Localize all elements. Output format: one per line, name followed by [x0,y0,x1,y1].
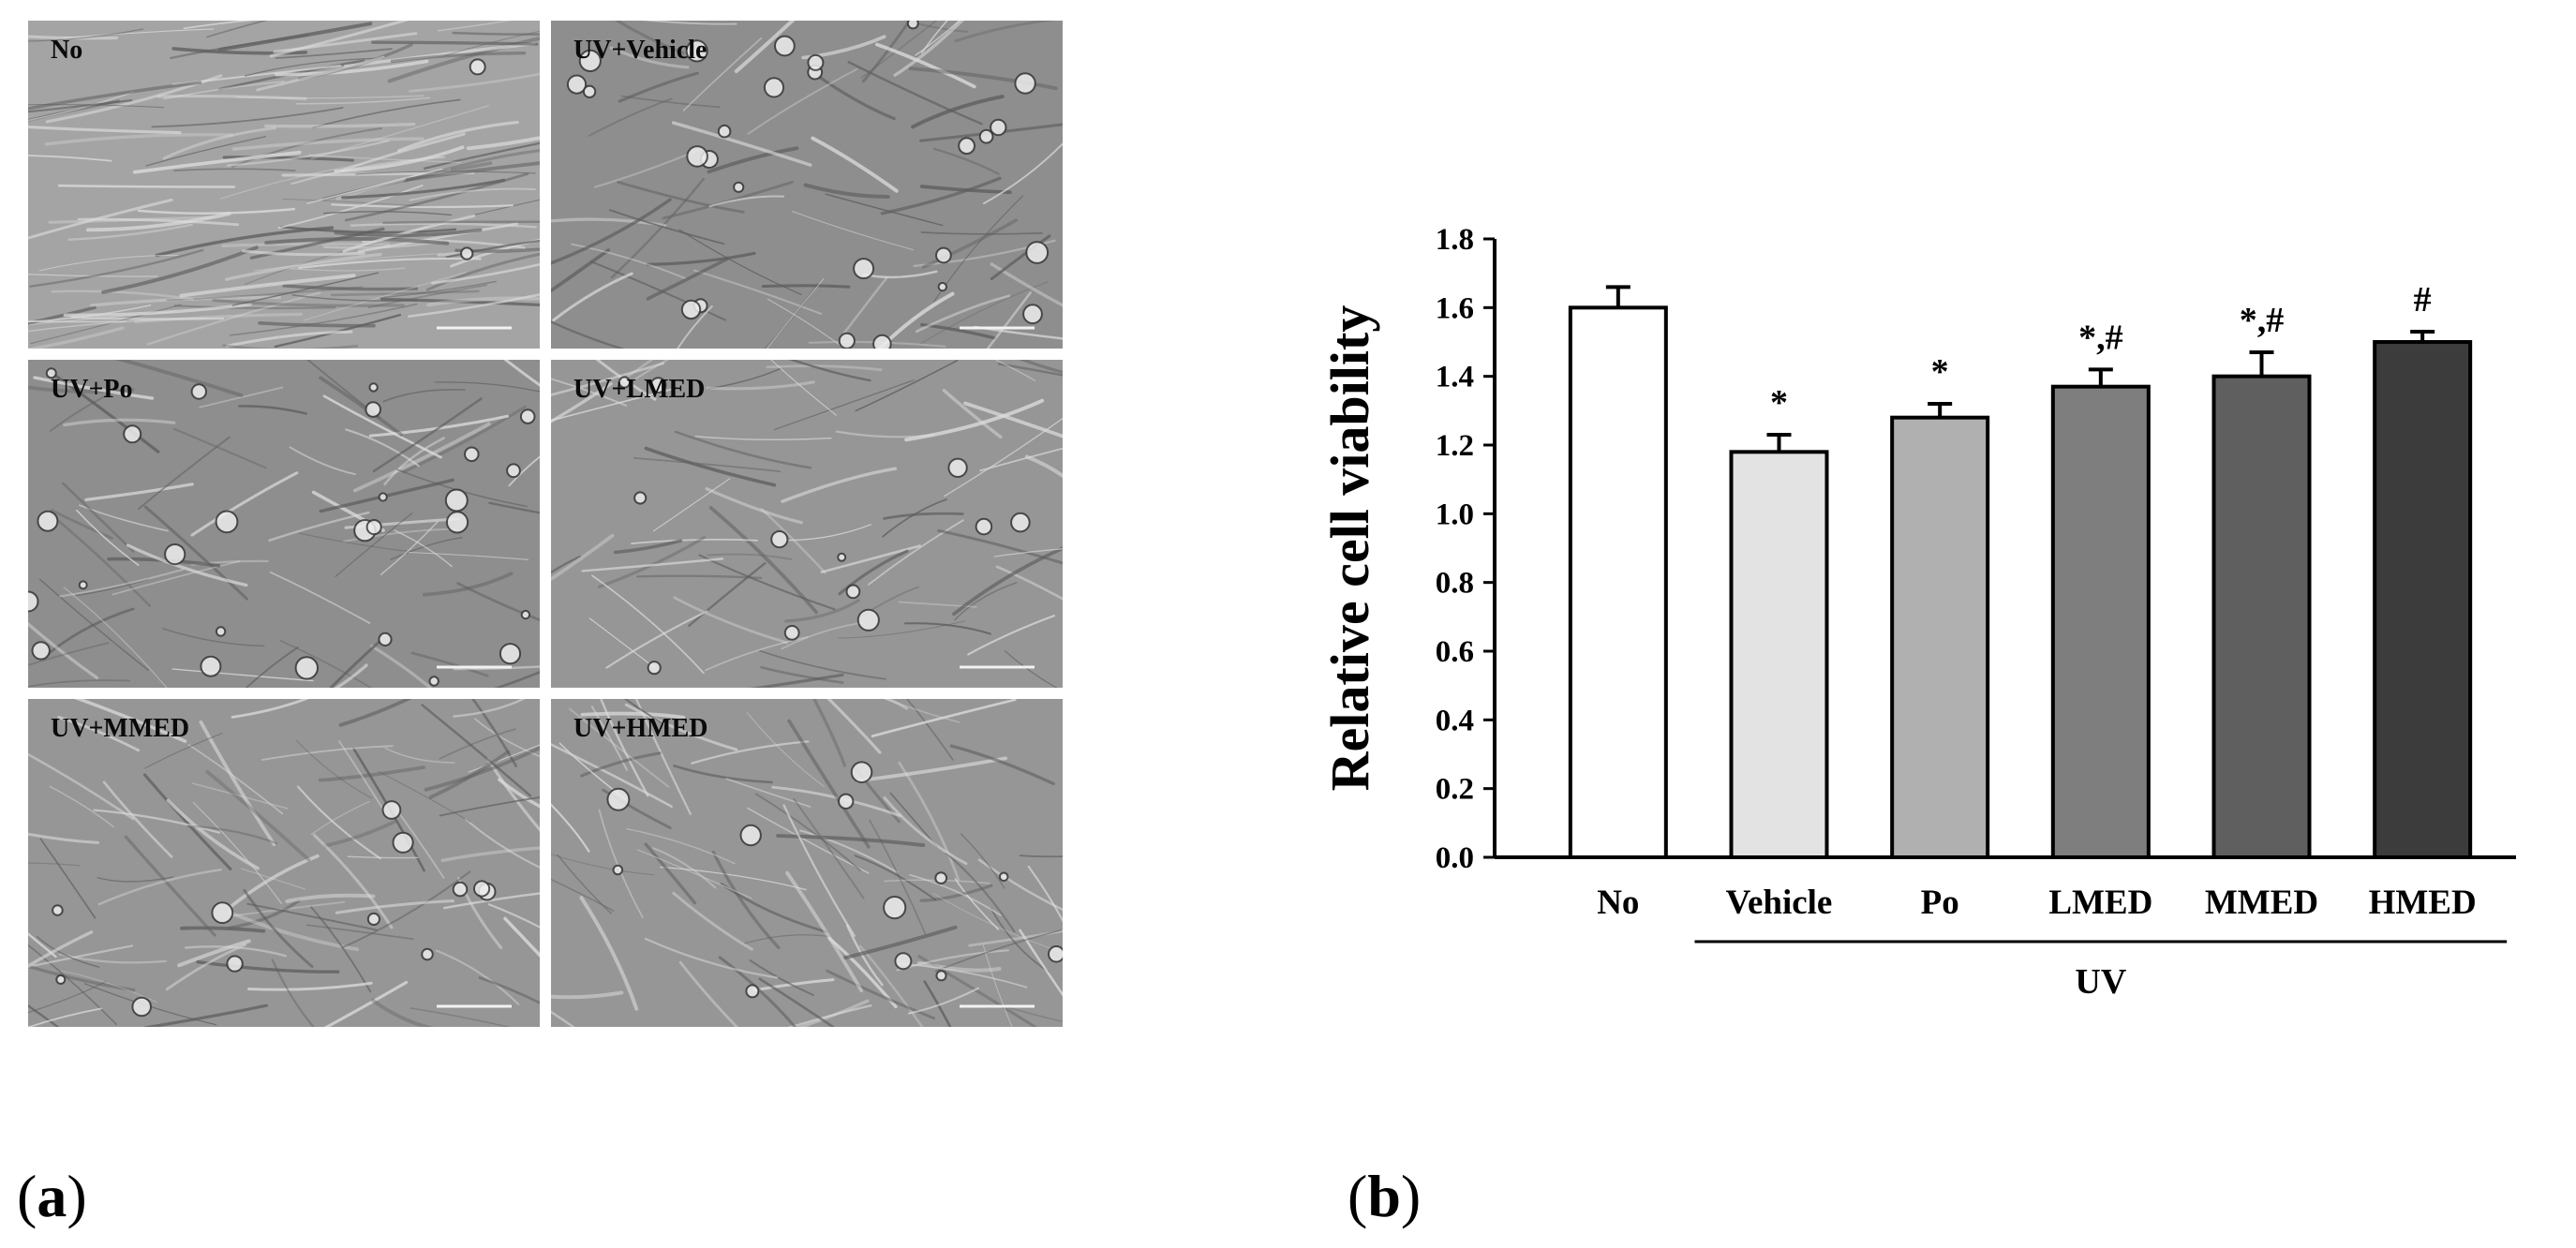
x-category-label: Vehicle [1726,884,1833,922]
bar [1890,415,1990,860]
micrograph-label: No [51,36,83,65]
micrograph-label: UV+HMED [573,714,708,743]
y-tick-label: 0.8 [1436,567,1474,601]
significance-marker: *,# [2240,301,2285,340]
micrograph-image [28,21,540,349]
micrograph-tile: No [28,21,540,349]
x-category-label: MMED [2205,884,2318,922]
panel-a-letter: (a) [17,1163,87,1229]
x-category-label: HMED [2369,884,2477,922]
micrograph-label: UV+LMED [573,375,706,404]
x-category-label: Po [1921,884,1959,922]
bar [1729,450,1829,859]
micrograph-label: UV+MMED [51,714,190,743]
micrograph-image [28,699,540,1027]
y-tick-label: 0.4 [1436,704,1474,737]
y-tick-label: 0.0 [1436,841,1474,875]
significance-marker: *,# [2078,318,2123,357]
micrograph-tile: UV+LMED [551,360,1063,688]
micrograph-tile: UV+MMED [28,699,540,1027]
bar [2211,374,2312,859]
bar [2373,340,2473,859]
y-axis-title: Relative cell viability [1319,305,1380,792]
significance-marker: # [2414,280,2432,319]
x-category-label: LMED [2048,884,2152,922]
y-tick-label: 1.6 [1436,291,1474,325]
cell-viability-bar-chart: 0.0 0.2 0.4 0.6 0.8 1.0 1.2 1.4 1.6 1.8 Relative c… [1293,178,2549,1021]
micrograph-tile: UV+HMED [551,699,1063,1027]
y-tick-label: 0.2 [1436,773,1474,807]
micrograph-tile: UV+Vehicle [551,21,1063,349]
group-label: UV [2075,962,2126,1002]
micrograph-image [28,360,540,688]
micrograph-image [551,21,1063,349]
y-tick-label: 1.4 [1436,361,1474,394]
significance-marker: * [1931,352,1949,392]
x-category-label: No [1597,884,1639,922]
micrograph-tile: UV+Po [28,360,540,688]
micrograph-grid: No UV+Vehicle UV+Po UV+LMED UV+MMED UV+HMED [28,21,1070,1027]
y-tick-label: 1.2 [1436,429,1474,463]
bar [2050,384,2151,860]
y-tick-label: 0.6 [1436,635,1474,669]
micrograph-label: UV+Po [51,375,133,404]
y-tick-label: 1.0 [1436,498,1474,531]
significance-marker: * [1770,383,1788,423]
bar [1568,305,1668,860]
y-tick-label: 1.8 [1436,223,1474,257]
micrograph-image [551,699,1063,1027]
micrograph-image [551,360,1063,688]
micrograph-label: UV+Vehicle [573,36,707,65]
panel-b-letter: (b) [1348,1163,1422,1229]
